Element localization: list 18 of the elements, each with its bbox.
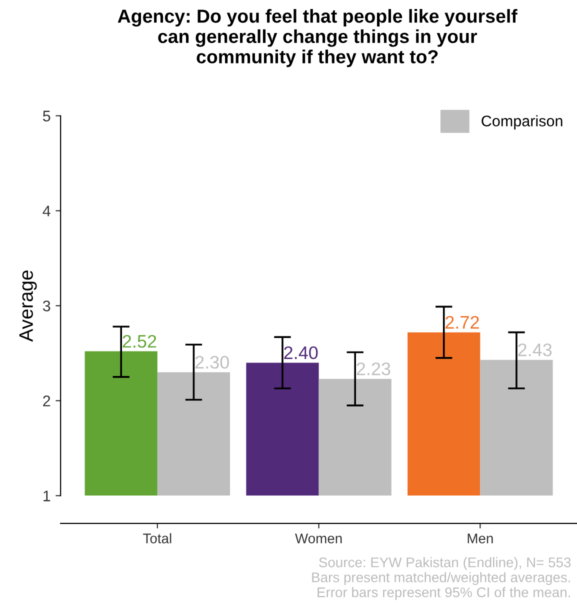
y-tick-label: 5 (42, 110, 50, 122)
x-tick-label: Women (295, 534, 342, 544)
x-tick-label: Total (143, 533, 172, 544)
y-tick-label: 3 (42, 300, 50, 312)
data-label: 2.52 (122, 334, 156, 348)
y-tick-label: 2 (43, 396, 50, 406)
data-label: 2.30 (195, 356, 229, 369)
source-note: Source: EYW Pakistan (Endline), N= 553 Bars present matched/weighted averages. Error bars represent 95% CI of the mean. (312, 557, 571, 600)
data-label: 2.23 (356, 362, 390, 376)
y-tick-label: 1 (44, 490, 50, 502)
y-axis-title: Average (19, 270, 37, 342)
data-label: 2.43 (518, 344, 552, 356)
data-label: 2.72 (446, 316, 479, 329)
x-tick-label: Men (468, 534, 493, 544)
data-label: 2.40 (284, 346, 318, 360)
y-tick-label: 4 (42, 206, 50, 216)
chart-title: Agency: Do you feel that people like yourself can generally change things in your community if they want to? (118, 9, 518, 68)
legend-label: Comparison (482, 115, 562, 130)
